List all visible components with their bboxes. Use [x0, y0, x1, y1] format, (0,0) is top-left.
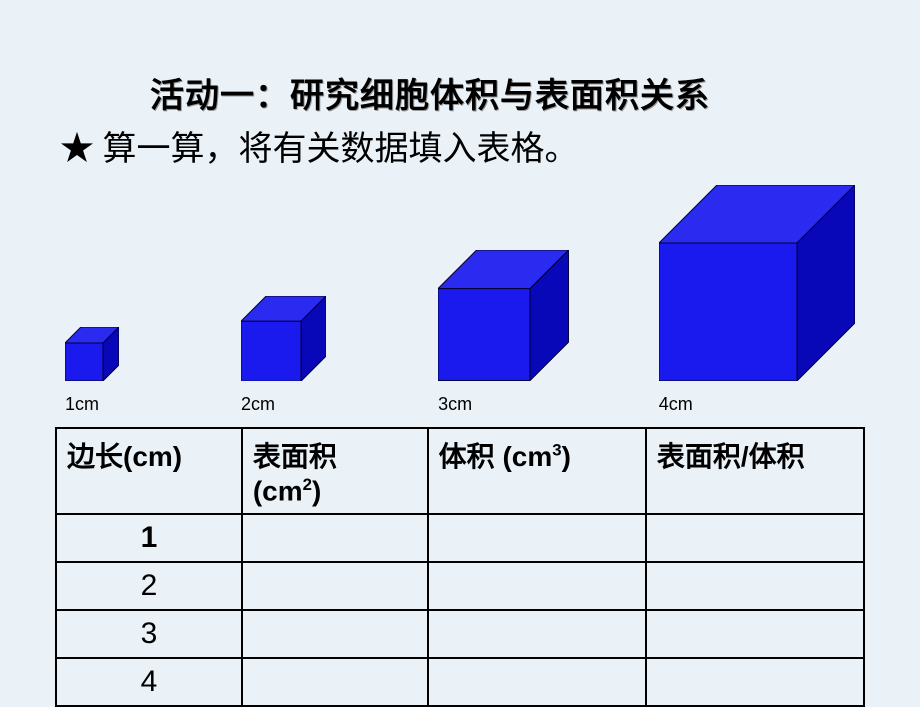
cube-graphic	[241, 296, 326, 386]
table-row: 2	[56, 562, 864, 610]
header-surface-sup: 2	[303, 475, 312, 494]
header-surface-unit-open: (cm	[253, 475, 303, 506]
cell-surface	[242, 514, 428, 562]
cell-edge: 1	[56, 514, 242, 562]
cell-ratio	[646, 658, 864, 706]
cell-volume	[428, 562, 646, 610]
cell-volume	[428, 514, 646, 562]
header-ratio: 表面积/体积	[646, 428, 864, 514]
cube-label: 2cm	[241, 394, 275, 415]
cube-label: 3cm	[438, 394, 472, 415]
cell-edge: 4	[56, 658, 242, 706]
header-edge-text: 边长	[67, 441, 123, 472]
header-volume-sup: 3	[552, 441, 561, 460]
cube-icon	[659, 185, 855, 381]
cell-volume	[428, 658, 646, 706]
cube-graphic	[438, 250, 569, 386]
cell-ratio	[646, 610, 864, 658]
header-edge: 边长(cm)	[56, 428, 242, 514]
header-surface-text: 表面积	[253, 441, 337, 472]
cube-icon	[65, 327, 119, 381]
cell-edge: 2	[56, 562, 242, 610]
cube-graphic	[659, 185, 855, 386]
table-header-row: 边长(cm) 表面积 (cm2) 体积 (cm3) 表面积/体积	[56, 428, 864, 514]
cube-icon	[241, 296, 326, 381]
cube-container: 1cm	[65, 327, 119, 415]
header-surface: 表面积 (cm2)	[242, 428, 428, 514]
header-ratio-text: 表面积/体积	[657, 441, 805, 472]
cell-surface	[242, 658, 428, 706]
cube-graphic	[65, 327, 119, 386]
cube-container: 4cm	[659, 185, 855, 415]
cell-ratio	[646, 514, 864, 562]
table-row: 3	[56, 610, 864, 658]
header-edge-unit: (cm)	[123, 441, 182, 472]
instruction-text: ★ 算一算，将有关数据填入表格。	[60, 121, 890, 170]
cubes-row: 1cm 2cm 3cm 4cm	[30, 185, 890, 415]
cell-volume	[428, 610, 646, 658]
table-body: 1 2 3 4	[56, 514, 864, 706]
cell-surface	[242, 562, 428, 610]
cell-ratio	[646, 562, 864, 610]
cell-edge: 3	[56, 610, 242, 658]
cube-container: 2cm	[241, 296, 326, 415]
header-volume: 体积 (cm3)	[428, 428, 646, 514]
data-table-wrap: 边长(cm) 表面积 (cm2) 体积 (cm3) 表面积/体积 1	[55, 427, 865, 707]
slide: 活动一：研究细胞体积与表面积关系 ★ 算一算，将有关数据填入表格。 1cm 2c…	[0, 0, 920, 690]
cell-surface	[242, 610, 428, 658]
header-volume-unit-open: (cm	[502, 441, 552, 472]
header-volume-text: 体积	[439, 441, 503, 472]
header-surface-unit-close: )	[312, 475, 321, 506]
cube-label: 4cm	[659, 394, 693, 415]
activity-title: 活动一：研究细胞体积与表面积关系	[150, 68, 890, 117]
data-table: 边长(cm) 表面积 (cm2) 体积 (cm3) 表面积/体积 1	[55, 427, 865, 707]
cube-icon	[438, 250, 569, 381]
header-volume-unit-close: )	[562, 441, 571, 472]
table-row: 1	[56, 514, 864, 562]
table-row: 4	[56, 658, 864, 706]
cube-container: 3cm	[438, 250, 569, 415]
cube-label: 1cm	[65, 394, 99, 415]
